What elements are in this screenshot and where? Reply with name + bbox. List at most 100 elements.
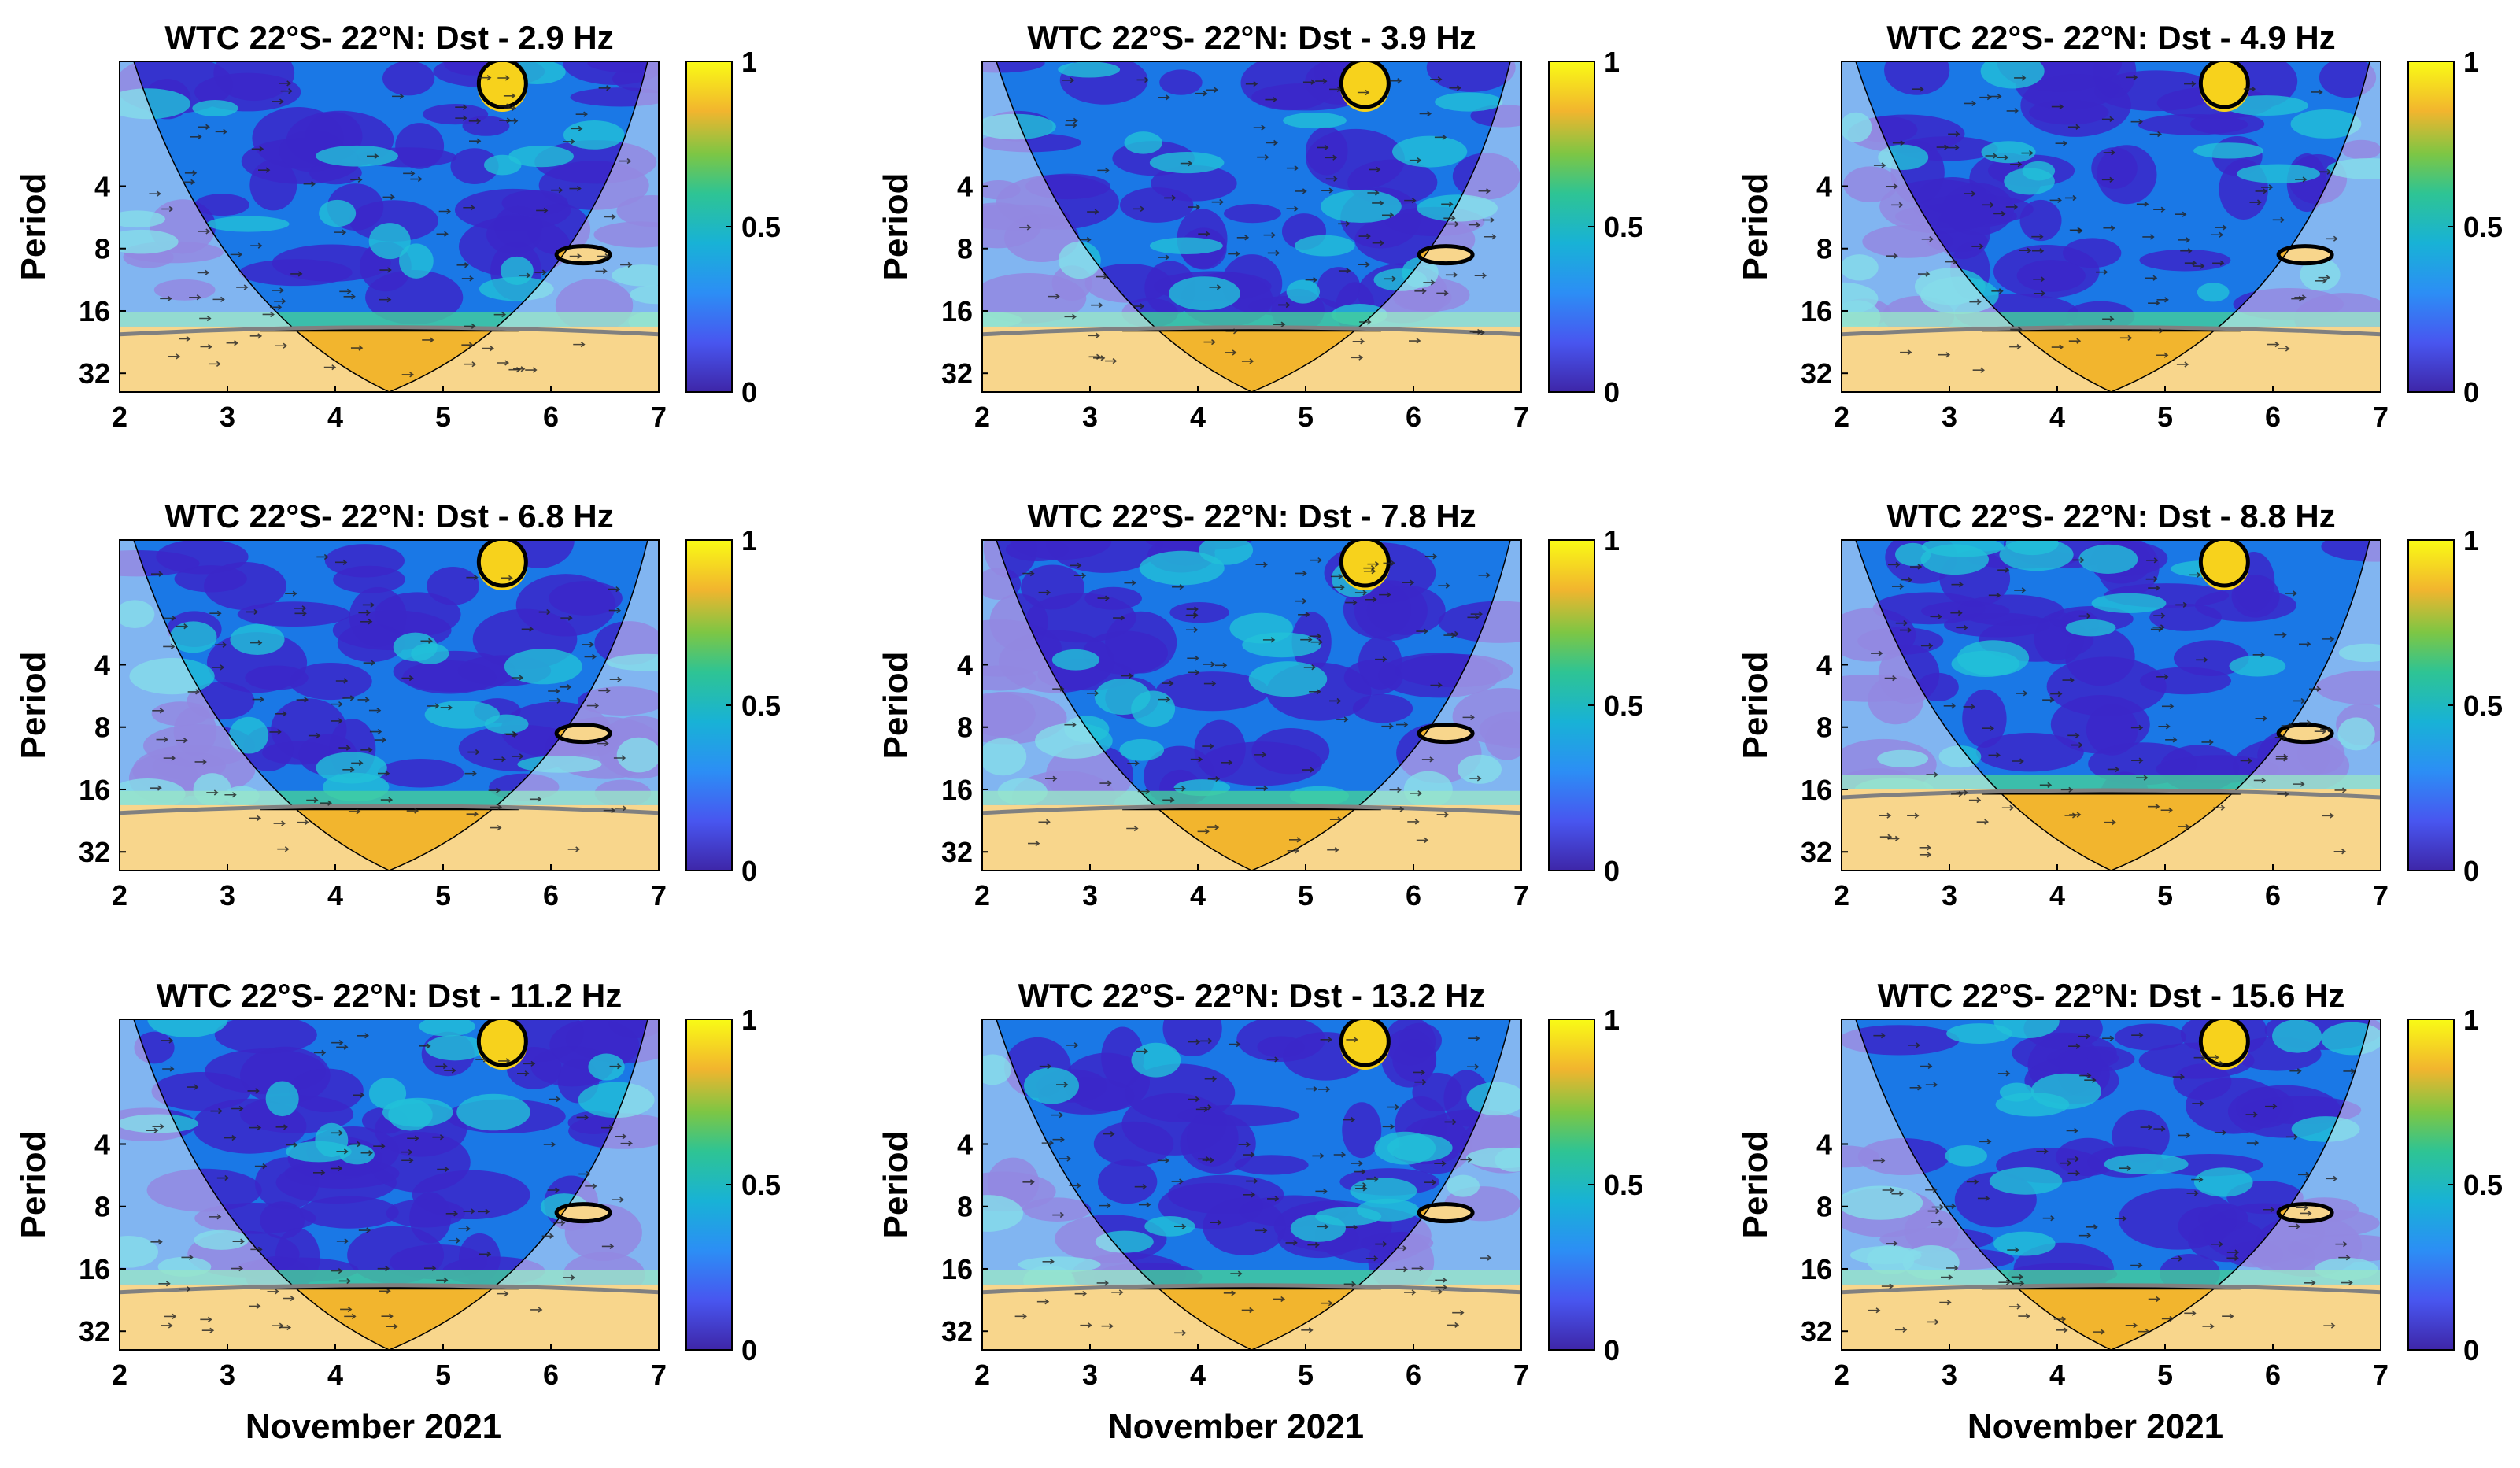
mid-coherence-region	[508, 145, 574, 168]
phase-arrow	[1395, 1245, 1407, 1252]
y-tick-label: 4	[957, 649, 973, 681]
phase-arrow	[1894, 1326, 1908, 1333]
phase-arrow	[2293, 697, 2306, 704]
phase-arrow	[1964, 100, 1977, 107]
phase-arrow	[2146, 557, 2159, 564]
low-coherence-region	[1169, 601, 1229, 623]
phase-arrow	[2103, 150, 2116, 156]
low-coherence-region	[982, 693, 1036, 737]
mid-coherence-region	[578, 1082, 655, 1119]
phase-arrow	[1381, 212, 1395, 218]
mid-coherence-region	[265, 1081, 299, 1117]
phase-arrow	[2294, 294, 2307, 301]
phase-arrow	[2192, 1100, 2204, 1107]
x-tick-label: 3	[1082, 879, 1098, 911]
phase-arrow	[1879, 812, 1892, 819]
phase-arrow	[1278, 301, 1291, 309]
phase-arrow	[1221, 760, 1233, 766]
phase-arrow	[2067, 124, 2081, 130]
mid-coherence-region	[425, 1035, 485, 1061]
mid-coherence-region	[1946, 1023, 2012, 1045]
phase-arrow	[285, 590, 297, 597]
phase-arrow	[331, 718, 343, 724]
cone-of-influence-shade	[120, 1019, 659, 1350]
panel-6: WTC 22°S- 22°N: Dst - 8.8 Hz 2 3 4 5 6 7 4 8 16 32…	[1736, 497, 2503, 911]
low-coherence-region	[1842, 1145, 1880, 1168]
phase-arrow	[410, 176, 423, 183]
phase-arrow	[2267, 341, 2280, 348]
mid-coherence-region	[1119, 738, 1165, 761]
phase-arrow	[1443, 215, 1456, 221]
mid-coherence-region	[1999, 540, 2074, 571]
phase-arrow	[1188, 1096, 1200, 1103]
phase-arrow	[2018, 1313, 2030, 1319]
mid-coherence-region	[228, 716, 269, 754]
cone-of-influence-shade	[120, 540, 659, 871]
phase-arrow	[1460, 1156, 1472, 1163]
cone-of-influence-shade	[1842, 540, 2381, 871]
y-tick-label: 32	[941, 357, 973, 390]
phase-arrow	[275, 711, 287, 717]
phase-arrow	[1052, 1211, 1065, 1218]
low-coherence-region	[1438, 601, 1521, 643]
phase-arrow	[331, 701, 343, 708]
phase-arrow	[1209, 284, 1221, 290]
phase-arrow	[313, 1049, 327, 1056]
phase-arrow	[236, 284, 249, 290]
phase-arrow	[1073, 572, 1087, 579]
phase-arrow	[1052, 686, 1065, 692]
phase-arrow	[464, 361, 477, 368]
phase-arrow	[1243, 1192, 1256, 1198]
low-coherence-region	[2341, 139, 2381, 160]
phase-arrow	[1265, 96, 1277, 103]
phase-arrow	[406, 808, 419, 814]
low-coherence-region	[549, 581, 623, 616]
phase-arrow	[2263, 1207, 2275, 1213]
x-tick-label: 4	[2049, 1359, 2065, 1391]
phase-arrow	[2193, 263, 2205, 269]
phase-arrow	[601, 1243, 615, 1250]
low-coherence-region	[1962, 689, 2007, 748]
phase-arrow	[2010, 161, 2023, 168]
phase-arrow	[536, 207, 549, 214]
phase-arrow	[2189, 571, 2201, 579]
panel-4: WTC 22°S- 22°N: Dst - 6.8 Hz 2 3 4 5 6 7 4 8 16 32…	[14, 497, 781, 911]
phase-arrow	[2007, 1247, 2019, 1253]
phase-arrow	[200, 1316, 212, 1322]
phase-arrow	[344, 1313, 357, 1320]
y-tick-label: 32	[79, 1315, 110, 1348]
phase-arrow	[1379, 591, 1391, 598]
phase-arrow	[608, 586, 621, 593]
phase-arrow	[488, 787, 501, 793]
phase-arrow	[386, 1323, 398, 1329]
phase-arrow	[2012, 1280, 2025, 1287]
phase-arrow	[1327, 847, 1339, 853]
phase-arrow	[1253, 124, 1266, 131]
phase-arrow	[1462, 714, 1475, 721]
panel-5: WTC 22°S- 22°N: Dst - 7.8 Hz 2 3 4 5 6 7 4 8 16 32…	[877, 497, 1643, 911]
phase-arrow	[2067, 1156, 2080, 1163]
y-axis-label: Period	[1736, 652, 1775, 760]
phase-arrow	[560, 615, 573, 621]
axes-frame	[1841, 1019, 2381, 1351]
phase-arrow	[597, 253, 610, 260]
phase-arrow	[1230, 1270, 1243, 1277]
phase-arrow	[1365, 597, 1377, 603]
phase-arrow	[2326, 235, 2338, 242]
phase-arrow	[541, 1233, 554, 1239]
low-coherence-region	[153, 279, 216, 301]
band-edge	[982, 312, 1521, 327]
phase-arrow	[1946, 1265, 1959, 1271]
axes-frame	[119, 61, 660, 393]
mid-coherence-region	[120, 210, 165, 228]
low-coherence-region	[134, 1031, 175, 1064]
phase-arrow	[1395, 1266, 1408, 1273]
phase-arrow	[2101, 116, 2115, 123]
mid-coherence-region	[2337, 717, 2375, 751]
phase-arrow	[469, 138, 482, 144]
phase-arrow	[1315, 1188, 1328, 1195]
phase-arrow	[2240, 757, 2253, 764]
phase-arrow	[563, 139, 575, 145]
x-tick-label: 7	[2373, 1359, 2389, 1391]
phase-arrow	[1306, 1085, 1318, 1093]
